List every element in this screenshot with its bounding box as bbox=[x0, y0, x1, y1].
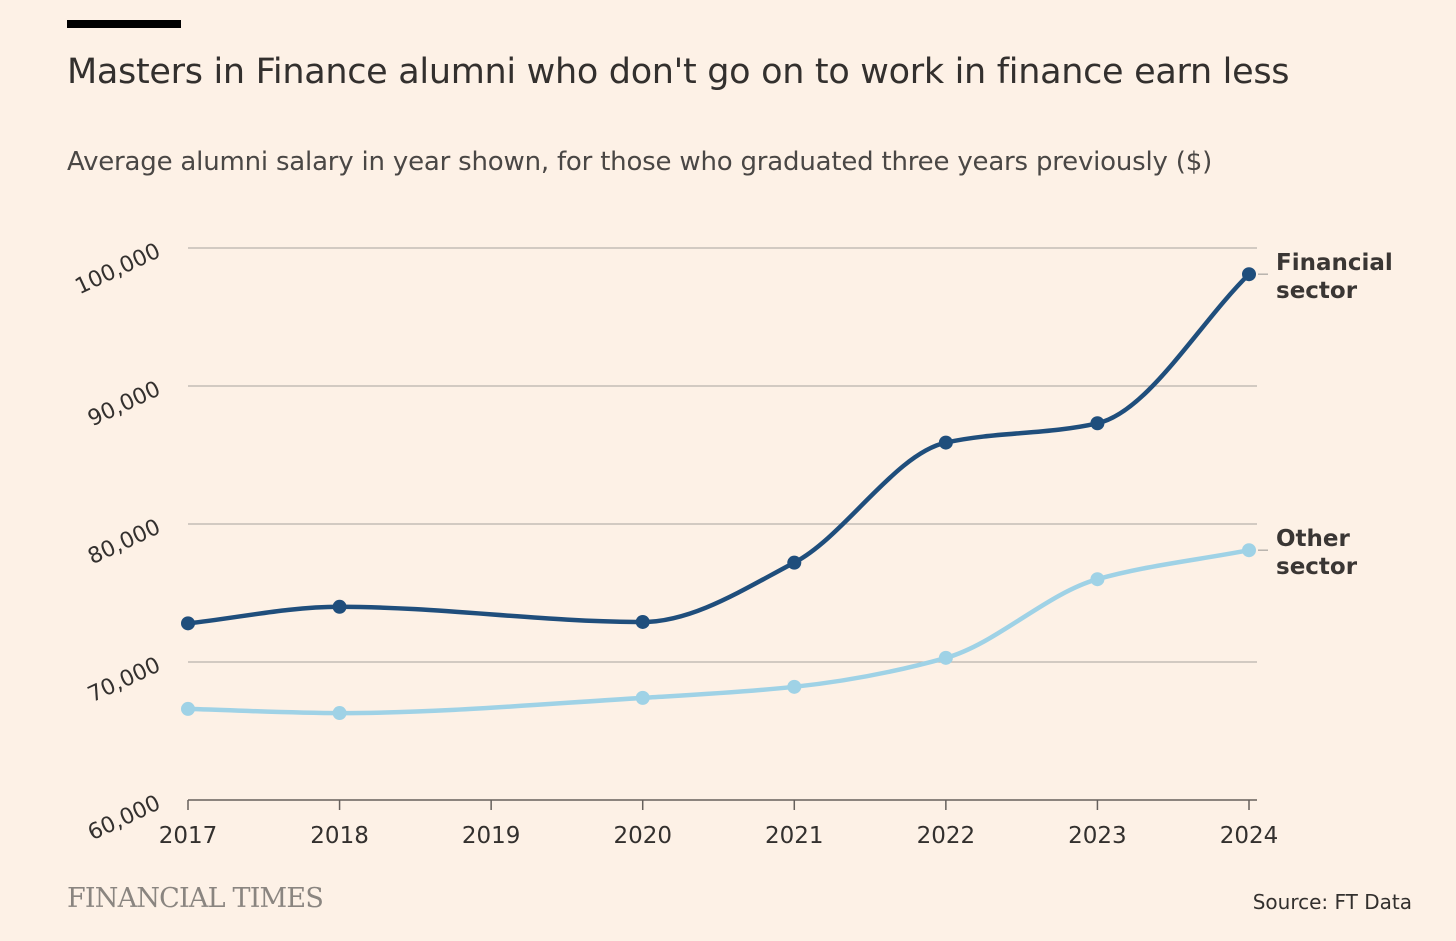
x-tick-label: 2021 bbox=[765, 823, 824, 849]
other-sector-point bbox=[787, 679, 802, 694]
other-sector-point bbox=[332, 706, 347, 721]
y-tick-label: 90,000 bbox=[84, 377, 164, 432]
series-label-line: sector bbox=[1276, 278, 1358, 304]
x-tick-label: 2018 bbox=[310, 823, 369, 849]
financial-sector-point bbox=[787, 555, 802, 570]
other-sector-line bbox=[185, 547, 1252, 716]
financial-sector-line bbox=[185, 271, 1252, 626]
x-tick-label: 2022 bbox=[917, 823, 976, 849]
x-axis: 2017 2018 2019 2020 2021 2022 2023 2024 bbox=[159, 799, 1279, 849]
x-tick-label: 2020 bbox=[613, 823, 672, 849]
gridlines bbox=[188, 247, 1257, 663]
x-tick-label: 2019 bbox=[462, 823, 521, 849]
financial-sector-point bbox=[938, 435, 953, 450]
other-sector-point bbox=[635, 690, 650, 705]
series-lines bbox=[181, 267, 1256, 721]
source-note: Source: FT Data bbox=[1252, 890, 1412, 914]
series-label-line: Other bbox=[1276, 526, 1351, 552]
series-label-line: Financial bbox=[1276, 250, 1393, 276]
other-sector-point bbox=[938, 650, 953, 665]
ft-logo: FINANCIAL TIMES bbox=[67, 883, 324, 914]
other-sector-label: Other sector bbox=[1276, 526, 1358, 580]
y-tick-label: 60,000 bbox=[84, 791, 164, 846]
x-tick-label: 2024 bbox=[1220, 823, 1279, 849]
chart-title: Masters in Finance alumni who don't go o… bbox=[67, 52, 1290, 92]
financial-sector-label: Financial sector bbox=[1276, 250, 1393, 304]
x-tick-label: 2017 bbox=[159, 823, 218, 849]
other-sector-point bbox=[1242, 543, 1256, 558]
y-tick-label: 80,000 bbox=[84, 515, 164, 570]
other-sector-point bbox=[181, 701, 195, 716]
y-axis-labels: 60,000 70,000 80,000 90,000 100,000 bbox=[72, 239, 165, 846]
x-tick-label: 2023 bbox=[1068, 823, 1127, 849]
financial-sector-point bbox=[1242, 267, 1256, 282]
accent-bar bbox=[67, 20, 181, 28]
financial-sector-point bbox=[635, 614, 650, 629]
financial-sector-point bbox=[332, 599, 347, 614]
series-label-line: sector bbox=[1276, 554, 1358, 580]
chart-subtitle: Average alumni salary in year shown, for… bbox=[67, 147, 1213, 177]
other-sector-point bbox=[1090, 572, 1105, 587]
financial-sector-point bbox=[181, 616, 195, 631]
financial-sector-point bbox=[1090, 416, 1105, 431]
y-tick-label: 70,000 bbox=[84, 653, 164, 708]
y-tick-label: 100,000 bbox=[72, 239, 165, 300]
